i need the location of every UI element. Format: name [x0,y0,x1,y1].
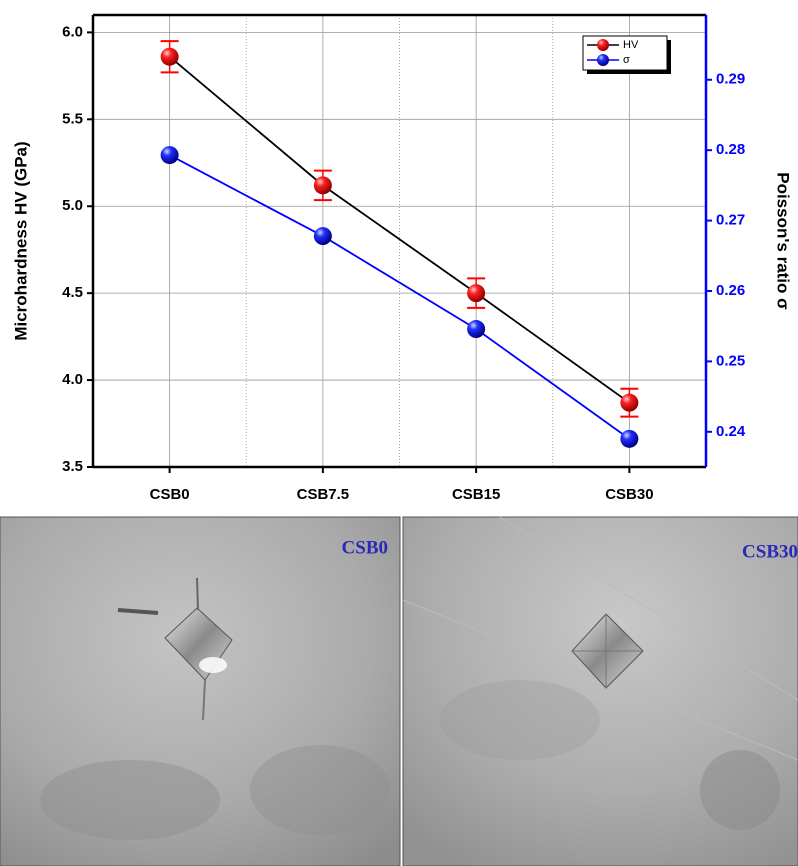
x-tick-label: CSB15 [452,486,500,503]
y-tick-label: 3.5 [62,458,83,475]
shadow [440,680,600,760]
legend-marker [597,54,609,66]
y-tick-label: 5.5 [62,110,83,127]
y-axis-title: Microhardness HV (GPa) [11,141,30,340]
micrograph-label: CSB30 [742,541,798,562]
y2-tick-label: 0.25 [716,352,745,369]
y-tick-label: 6.0 [62,23,83,40]
glare [199,657,227,673]
chart: 3.5 4.0 4.5 5.0 5.5 6.0 0.24 0.25 0.26 0.27 0.28 0.… [11,15,792,503]
page: 3.5 4.0 4.5 5.0 5.5 6.0 0.24 0.25 0.26 0.27 0.28 0.… [0,0,798,866]
micrographs: CSB0 CSB30 [0,517,798,866]
y-tick-label: 4.5 [62,284,83,301]
marker [161,48,179,66]
micrograph-label: CSB0 [342,537,388,558]
marker [620,394,638,412]
crack [197,578,198,610]
y2-tick-label: 0.27 [716,212,745,229]
y-tick-label: 4.0 [62,371,83,388]
y2-axis-title: Poisson's ratio σ [774,172,793,310]
y-tick-label: 5.0 [62,197,83,214]
shadow [700,750,780,830]
legend-label: HV [623,39,639,51]
shadow [40,760,220,840]
x-tick-label: CSB30 [605,486,653,503]
y2-tick-label: 0.29 [716,71,745,88]
legend-marker [597,39,609,51]
y2-tick-label: 0.24 [716,423,746,440]
y2-tick-label: 0.28 [716,141,745,158]
marker [314,227,332,245]
marker [467,284,485,302]
legend-label: σ [623,54,630,66]
marker [620,430,638,448]
marker [161,146,179,164]
y2-tick-label: 0.26 [716,282,745,299]
x-tick-label: CSB7.5 [297,486,350,503]
marker [467,320,485,338]
shadow [250,745,390,835]
marker [314,176,332,194]
x-tick-label: CSB0 [150,486,190,503]
